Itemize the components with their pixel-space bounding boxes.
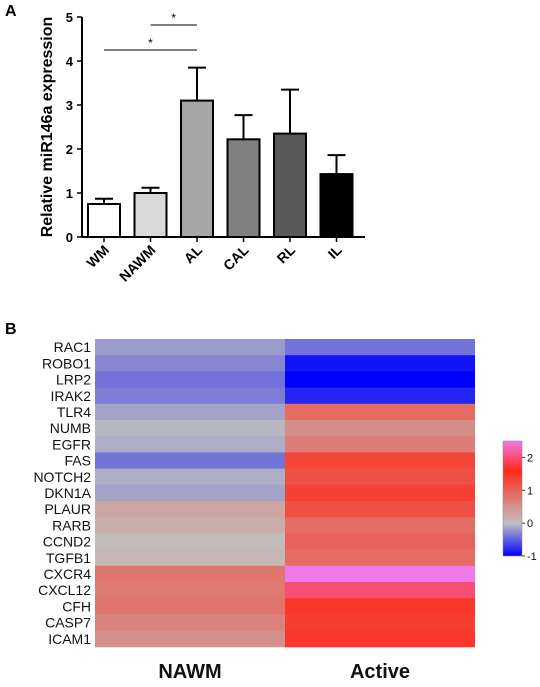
gene-label: FAS <box>65 453 91 469</box>
heatmap-cell <box>285 436 475 453</box>
x-tick-label: AL <box>181 241 206 266</box>
gene-label: ROBO1 <box>42 355 91 371</box>
gene-label: TGFB1 <box>46 550 91 566</box>
gene-label: ICAM1 <box>48 631 91 647</box>
colorbar-tick-label: -1 <box>527 551 537 563</box>
heatmap-cell <box>285 614 475 632</box>
colorbar-tick-label: 0 <box>527 518 533 530</box>
heatmap-cell <box>285 517 475 534</box>
heatmap-cell <box>285 484 475 502</box>
bar-cal <box>226 138 261 239</box>
gene-label: LRP2 <box>56 372 91 388</box>
y-tick-label: 4 <box>66 54 74 69</box>
gene-label: IRAK2 <box>51 388 92 404</box>
heatmap-cell <box>95 452 285 470</box>
panel-label-a: A <box>5 3 17 20</box>
y-tick-label: 1 <box>66 186 73 201</box>
bar-nawm <box>133 192 168 238</box>
heatmap-cell <box>95 501 285 518</box>
heatmap-cell <box>95 598 285 615</box>
bar-wm <box>87 203 121 238</box>
heatmap-cell <box>95 371 285 389</box>
column-label: Active <box>350 661 410 683</box>
panel-label-b: B <box>5 321 17 338</box>
heatmap-cell <box>95 484 285 502</box>
heatmap-cell <box>95 533 285 551</box>
x-tick-label: CAL <box>220 241 252 273</box>
heatmap-cell <box>285 630 475 648</box>
column-label: NAWM <box>158 661 221 683</box>
heatmap-cell <box>285 468 475 486</box>
y-tick-label: 3 <box>66 98 73 113</box>
gene-label: RARB <box>52 517 91 533</box>
heatmap-cell <box>285 549 475 567</box>
heatmap-cell <box>285 582 475 599</box>
gene-label: CXCL12 <box>38 582 91 598</box>
heatmap-cell <box>95 549 285 567</box>
gene-label: PLAUR <box>44 501 91 517</box>
gene-label: DKN1A <box>44 485 91 501</box>
gene-label: CFH <box>62 598 91 614</box>
heatmap-cell <box>95 565 285 583</box>
bar-rl <box>273 132 307 239</box>
significance-star: * <box>171 11 176 25</box>
gene-label: TLR4 <box>57 404 91 420</box>
x-tick-label: WM <box>83 242 112 271</box>
x-tick-label: IL <box>325 241 345 261</box>
bar-il <box>319 173 354 238</box>
heatmap-cell <box>285 533 475 551</box>
heatmap-cell <box>285 501 475 518</box>
y-tick-label: 0 <box>66 230 73 245</box>
heatmap-cell <box>95 339 285 356</box>
heatmap-cell <box>285 371 475 389</box>
gene-label: RAC1 <box>54 339 92 355</box>
heatmap-cell <box>95 403 285 421</box>
x-tick-label: NAWM <box>116 242 159 285</box>
gene-label: NOTCH2 <box>33 469 91 485</box>
x-tick-label: RL <box>274 241 299 266</box>
heatmap-cell <box>95 614 285 632</box>
bar-al <box>180 99 214 238</box>
heatmap-cell <box>95 355 285 372</box>
heatmap-cell <box>95 582 285 599</box>
colorbar: 2 1 0 -1 <box>502 440 537 563</box>
heatmap-cell <box>285 420 475 437</box>
significance-star: * <box>148 36 153 50</box>
heatmap: RAC1ROBO1LRP2IRAK2TLR4NUMBEGFRFASNOTCH2D… <box>33 339 475 683</box>
heatmap-cell <box>95 517 285 534</box>
heatmap-cell <box>285 565 475 583</box>
gene-label: EGFR <box>52 436 91 452</box>
heatmap-cell <box>95 468 285 486</box>
heatmap-cell <box>285 339 475 356</box>
gene-label: NUMB <box>50 420 91 436</box>
y-axis-title: Relative miR146a expression <box>39 17 56 238</box>
y-tick-label: 5 <box>66 10 73 25</box>
heatmap-cell <box>285 403 475 421</box>
y-tick-label: 2 <box>66 142 73 157</box>
heatmap-cell <box>285 355 475 372</box>
heatmap-cell <box>285 452 475 470</box>
colorbar-tick-label: 1 <box>527 485 533 497</box>
heatmap-cell <box>95 420 285 437</box>
gene-label: CCND2 <box>43 534 91 550</box>
bar-chart: Relative miR146a expression 0 1 2 3 4 5 WM NAWM… <box>39 10 365 284</box>
heatmap-cell <box>285 598 475 615</box>
heatmap-cell <box>285 387 475 405</box>
heatmap-cell <box>95 630 285 648</box>
gene-label: CASP7 <box>45 615 91 631</box>
heatmap-cell <box>95 387 285 405</box>
heatmap-cell <box>95 436 285 453</box>
gene-label: CXCR4 <box>44 566 92 582</box>
colorbar-tick-label: 2 <box>527 452 533 464</box>
colorbar-scale <box>502 440 523 557</box>
